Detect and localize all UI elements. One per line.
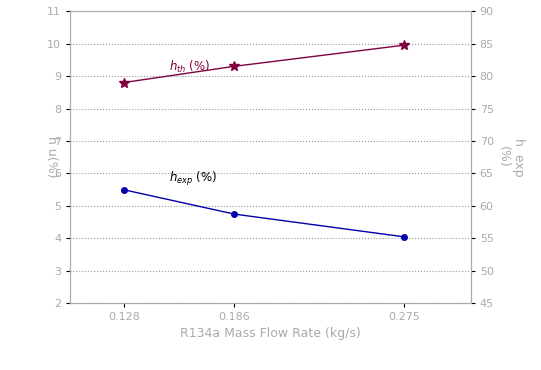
Text: $h_{th}$ (%): $h_{th}$ (%) — [169, 59, 211, 75]
Text: $h_{exp}$ (%): $h_{exp}$ (%) — [169, 170, 217, 188]
Y-axis label: h u(%): h u(%) — [44, 137, 57, 178]
Y-axis label: h  exp
(%): h exp (%) — [497, 138, 525, 176]
X-axis label: R134a Mass Flow Rate (kg/s): R134a Mass Flow Rate (kg/s) — [180, 327, 361, 340]
